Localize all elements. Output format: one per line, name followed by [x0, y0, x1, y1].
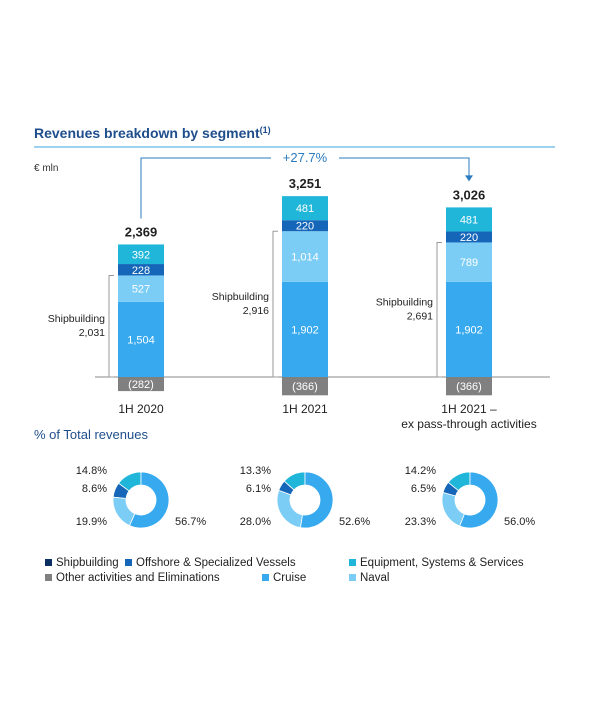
bar-area: 1,504 527 228 392 (282) 2,369 1H 2020 Shipbuild…: [48, 148, 550, 431]
bar-segment-cruise: [446, 281, 492, 377]
bar-segment-naval: [446, 242, 492, 282]
bar-value-label: 220: [460, 232, 478, 244]
legend-swatch: [45, 574, 52, 581]
donut-slice-offshore: [442, 481, 459, 497]
bar-segment-other: [282, 377, 328, 396]
legend-label: Naval: [360, 572, 389, 584]
bar-segment-cruise: [118, 301, 164, 377]
legend-label: Cruise: [273, 572, 306, 584]
growth-arrow-head: [465, 175, 473, 182]
shipbuilding-value: 2,031: [79, 327, 105, 339]
bar-total-label: 2,369: [125, 224, 158, 239]
shipbuilding-value: 2,691: [407, 311, 433, 323]
donut-slice-cruise: [459, 471, 499, 529]
bar-segment-offshore-specialized-vessels: [282, 220, 328, 232]
donut-label: 23.3%: [405, 516, 436, 528]
bar-value-label: 1,902: [291, 324, 319, 336]
shipbuilding-label: Shipbuilding: [48, 313, 105, 325]
donut-area: 14.8% 8.6% 19.9% 56.7% 13.3% 6.1% 28.0% 52.6% 14…: [76, 465, 535, 529]
pct-title: % of Total revenues: [34, 427, 148, 442]
legend-label: Offshore & Specialized Vessels: [136, 557, 296, 569]
bar-segment-offshore-specialized-vessels: [446, 231, 492, 243]
legend-swatch: [349, 559, 356, 566]
donut-label: 14.8%: [76, 465, 107, 477]
donut-slice-offshore: [112, 482, 130, 499]
donut-label: 6.1%: [246, 483, 271, 495]
donut-label: 56.7%: [175, 516, 206, 528]
shipbuilding-bracket: [436, 241, 442, 378]
donut-slice-cruise: [299, 471, 334, 529]
donut-slice-cruise: [129, 471, 170, 529]
donut-slice-naval: [112, 496, 136, 527]
category-label: 1H 2020: [118, 402, 164, 416]
donut-label: 52.6%: [339, 516, 370, 528]
bar-value-label: 220: [296, 221, 314, 233]
donut-label: 28.0%: [240, 516, 271, 528]
bar-segment-other: [446, 377, 492, 396]
legend-swatch: [349, 574, 356, 581]
bar-value-label: 481: [460, 214, 478, 226]
bar-value-label: 392: [132, 249, 150, 261]
shipbuilding-label: Shipbuilding: [376, 297, 433, 309]
legend: Shipbuilding Offshore & Specialized Vesse…: [45, 557, 524, 584]
bar-segment-other: [118, 377, 164, 392]
legend-swatch: [45, 559, 52, 566]
bar-value-label: 481: [296, 203, 314, 215]
bar-value-label: 1,504: [127, 334, 155, 346]
bar-value-label: 1,902: [455, 324, 483, 336]
donut-label: 19.9%: [76, 516, 107, 528]
legend-swatch: [125, 559, 132, 566]
donut-label: 13.3%: [240, 465, 271, 477]
growth-label-bg: [271, 148, 339, 166]
bar-value-label: 527: [132, 284, 150, 296]
legend-swatch: [262, 574, 269, 581]
donut-label: 14.2%: [405, 465, 436, 477]
bar-value-label: (366): [292, 381, 318, 393]
bar-segment-equipment-systems-services: [118, 244, 164, 265]
bar-value-label: 789: [460, 257, 478, 269]
growth-label: +27.7%: [283, 150, 328, 165]
donut-slice-naval: [441, 492, 465, 527]
category-label: 1H 2021 – ex pass-through activities: [401, 402, 536, 431]
unit-label: € mln: [34, 163, 58, 174]
bar-value-label: 228: [132, 265, 150, 277]
bar-segment-offshore-specialized-vessels: [118, 264, 164, 276]
legend-label: Other activities and Eliminations: [56, 572, 220, 584]
donut-label: 56.0%: [504, 516, 535, 528]
legend-label: Shipbuilding: [56, 557, 119, 569]
bar-value-label: 1,014: [291, 252, 319, 264]
bar-segment-cruise: [282, 281, 328, 377]
chart-title: Revenues breakdown by segment(1): [34, 125, 271, 141]
bar-total-label: 3,026: [453, 187, 486, 202]
donut-label: 8.6%: [82, 483, 107, 495]
legend-label: Equipment, Systems & Services: [360, 557, 524, 569]
bar-segment-equipment-systems-services: [282, 196, 328, 221]
shipbuilding-bracket: [108, 274, 114, 378]
shipbuilding-value: 2,916: [243, 305, 269, 317]
category-label: 1H 2021: [282, 402, 328, 416]
bar-segment-naval: [282, 231, 328, 282]
shipbuilding-label: Shipbuilding: [212, 291, 269, 303]
bar-total-label: 3,251: [289, 176, 322, 191]
bar-value-label: (282): [128, 379, 154, 391]
shipbuilding-bracket: [272, 230, 278, 378]
donut-slice-naval: [276, 489, 304, 529]
bar-segment-equipment-systems-services: [446, 207, 492, 232]
bar-value-label: (366): [456, 381, 482, 393]
donut-label: 6.5%: [411, 483, 436, 495]
bar-segment-naval: [118, 275, 164, 302]
